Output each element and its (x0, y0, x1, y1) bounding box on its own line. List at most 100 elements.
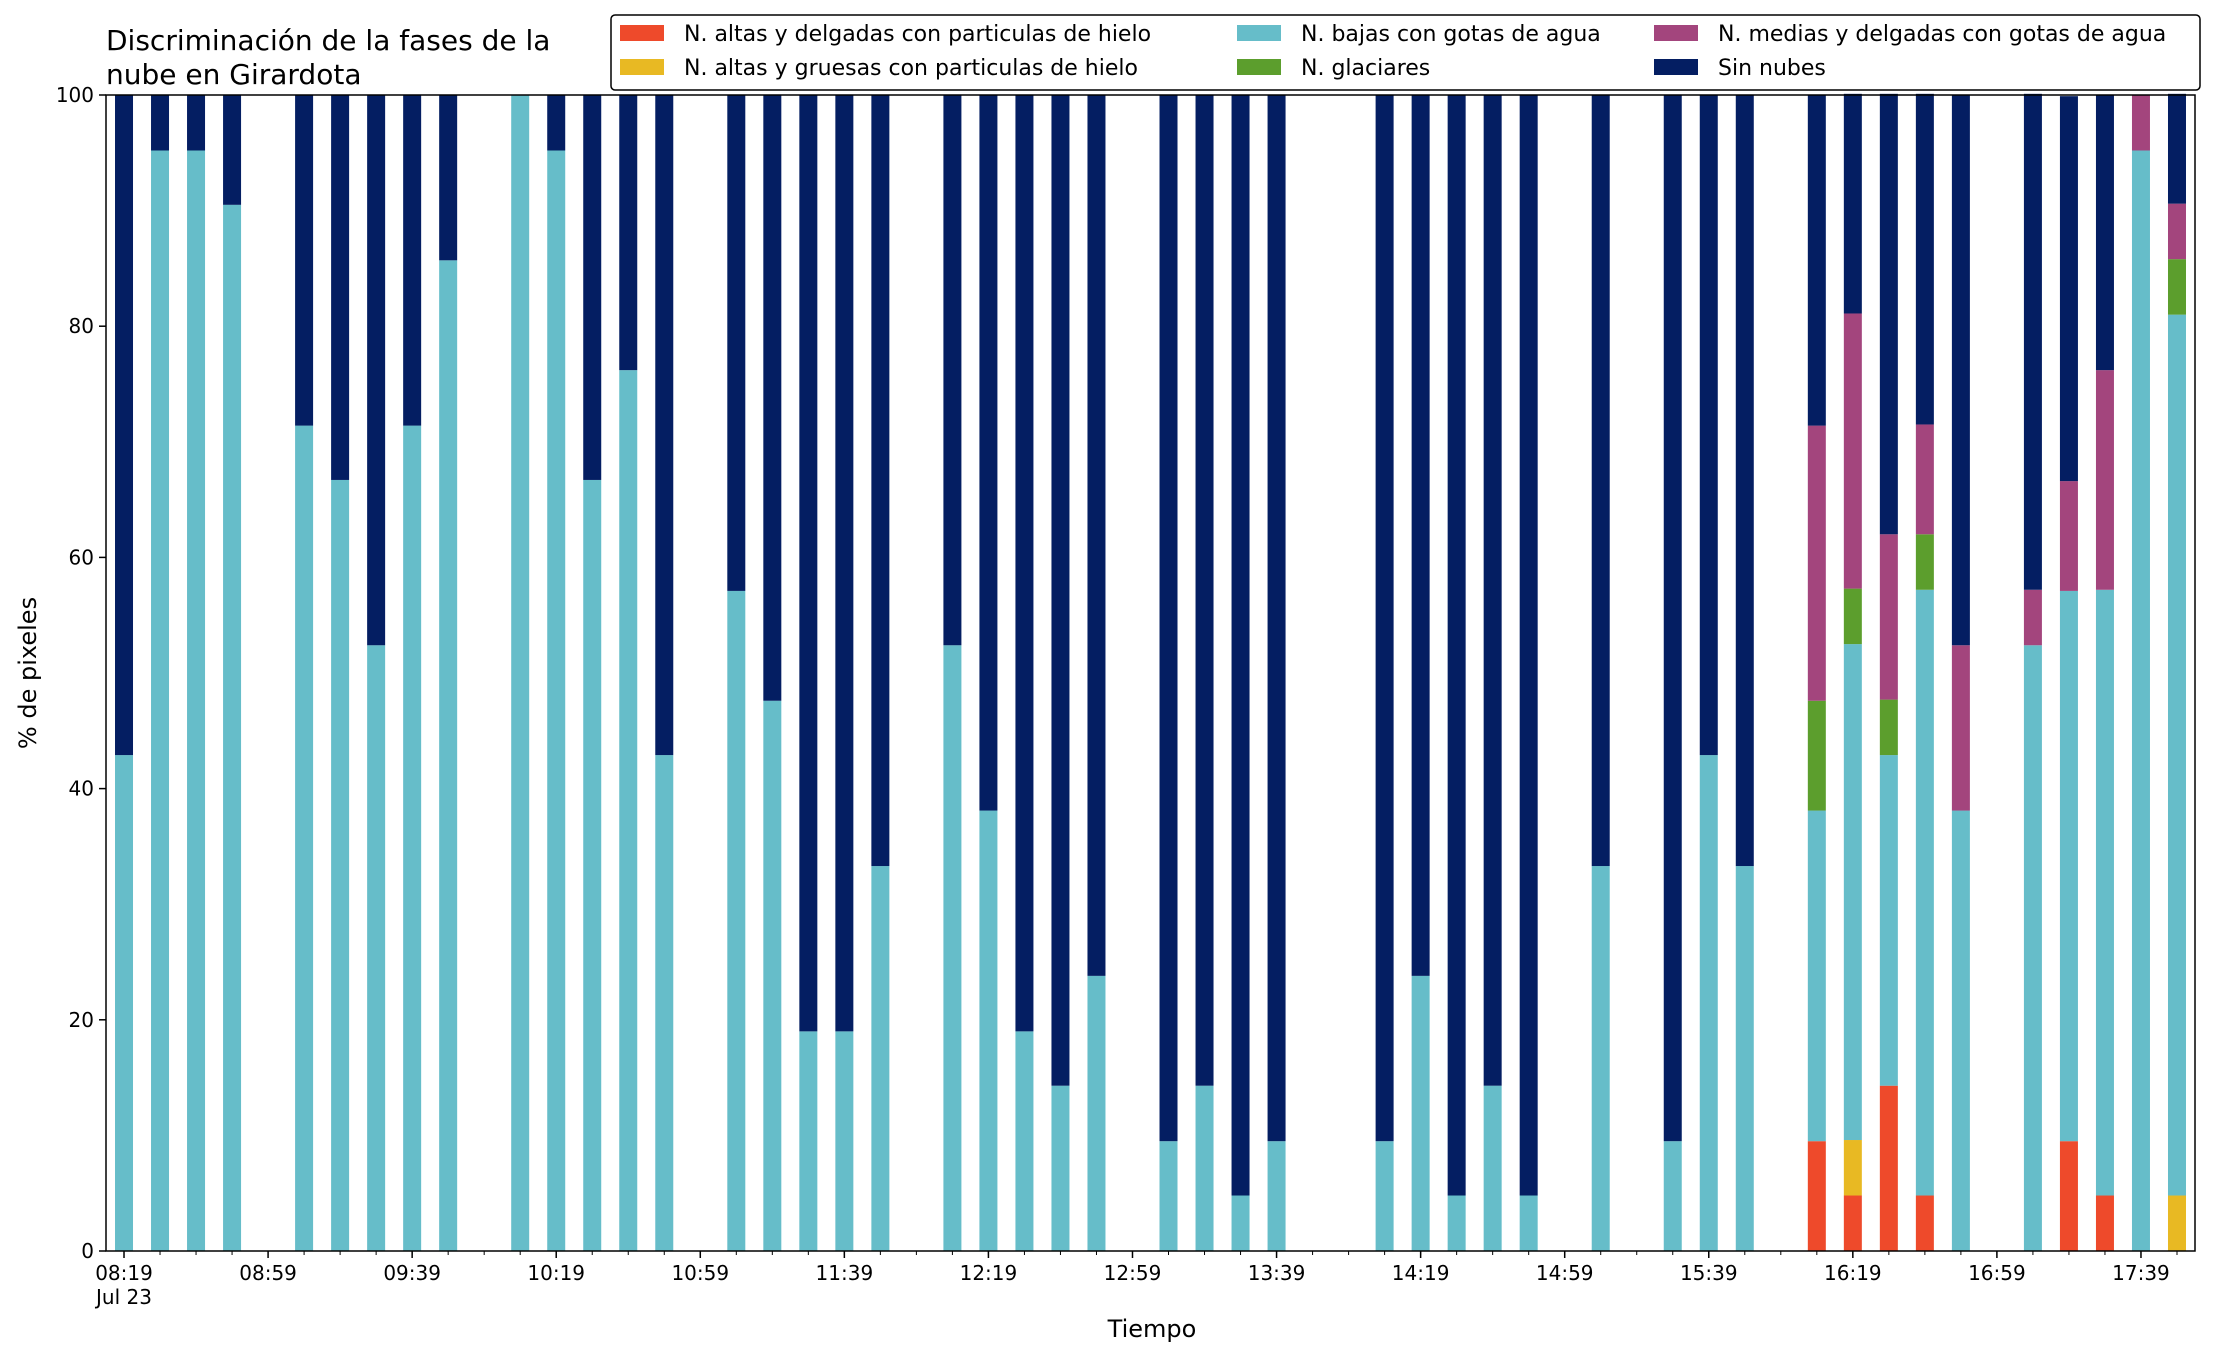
legend-label-n-bajas-con-gotas-de-agua: N. bajas con gotas de agua (1301, 22, 1601, 47)
bar-1019-sin-nubes (547, 95, 566, 151)
bar-1619-n-medias-y-delgadas-con-gotas-de-agua (1843, 313, 1862, 589)
bar-1249-n-bajas-con-gotas-de-agua (1087, 975, 1106, 1251)
bar-1209-n-bajas-con-gotas-de-agua (943, 645, 962, 1251)
bar-1709-n-bajas-con-gotas-de-agua (2023, 645, 2042, 1251)
bar-1209-sin-nubes (943, 95, 962, 646)
bar-1429-n-bajas-con-gotas-de-agua (1447, 1195, 1466, 1251)
bar-1719-n-medias-y-delgadas-con-gotas-de-agua (2059, 481, 2078, 591)
y-tick-label: 0 (81, 1239, 94, 1263)
bar-1009-n-bajas-con-gotas-de-agua (511, 95, 530, 1251)
bar-0939-n-bajas-con-gotas-de-agua (403, 425, 422, 1251)
bar-1749-n-altas-y-gruesas-con-particulas-de-hielo (2167, 1195, 2186, 1251)
bar-1749-n-medias-y-delgadas-con-gotas-de-agua (2167, 203, 2186, 260)
bar-1309-n-bajas-con-gotas-de-agua (1159, 1141, 1178, 1251)
bar-0849-n-bajas-con-gotas-de-agua (223, 204, 242, 1251)
x-tick-date-label: Jul 23 (94, 1285, 152, 1309)
x-axis-label: Tiempo (1107, 1315, 1197, 1343)
bar-1749-n-bajas-con-gotas-de-agua (2167, 314, 2186, 1196)
bar-0909-n-bajas-con-gotas-de-agua (295, 425, 314, 1251)
bar-1539-sin-nubes (1699, 95, 1718, 756)
bar-1639-n-glaciares (1915, 534, 1934, 590)
bars-group (115, 93, 2186, 1252)
bar-1329-n-bajas-con-gotas-de-agua (1231, 1195, 1250, 1251)
legend-frame (610, 14, 2201, 91)
bar-1609-sin-nubes (1807, 95, 1826, 426)
bar-1629-n-glaciares (1879, 699, 1898, 756)
x-tick-label: 11:39 (816, 1261, 874, 1285)
bar-1619-n-glaciares (1843, 588, 1862, 645)
legend-label-sin-nubes: Sin nubes (1718, 56, 1826, 81)
legend-swatch-n-glaciares (1237, 59, 1281, 75)
y-tick-label: 80 (69, 314, 94, 338)
x-tick-label: 15:39 (1680, 1261, 1738, 1285)
bar-1219-sin-nubes (979, 95, 998, 811)
y-tick-label: 60 (69, 545, 94, 569)
bar-1549-sin-nubes (1735, 95, 1754, 867)
bar-0839-sin-nubes (187, 95, 206, 151)
bar-0819-n-bajas-con-gotas-de-agua (115, 755, 134, 1251)
legend: N. altas y delgadas con particulas de hi… (610, 14, 2201, 91)
x-tick-label: 16:19 (1824, 1261, 1882, 1285)
legend-swatch-n-bajas-con-gotas-de-agua (1237, 25, 1281, 41)
bar-1649-n-medias-y-delgadas-con-gotas-de-agua (1951, 645, 1970, 811)
x-tick-label: 14:19 (1392, 1261, 1450, 1285)
bar-1419-n-bajas-con-gotas-de-agua (1411, 975, 1430, 1251)
bar-1729-n-medias-y-delgadas-con-gotas-de-agua (2095, 370, 2114, 590)
bar-1249-sin-nubes (1087, 95, 1106, 976)
bar-1719-sin-nubes (2059, 96, 2078, 482)
bar-1339-n-bajas-con-gotas-de-agua (1267, 1141, 1286, 1251)
bar-0919-n-bajas-con-gotas-de-agua (331, 479, 350, 1251)
bar-1609-n-bajas-con-gotas-de-agua (1807, 810, 1826, 1142)
bar-1229-n-bajas-con-gotas-de-agua (1015, 1031, 1034, 1251)
y-axis-label: % de pixeles (14, 597, 42, 749)
bar-1739-n-medias-y-delgadas-con-gotas-de-agua (2131, 95, 2150, 151)
bar-1449-n-bajas-con-gotas-de-agua (1519, 1195, 1538, 1251)
x-tick-label: 10:19 (527, 1261, 585, 1285)
bar-1409-n-bajas-con-gotas-de-agua (1375, 1141, 1394, 1251)
bar-0849-sin-nubes (223, 95, 242, 205)
bar-1439-sin-nubes (1483, 95, 1502, 1086)
bar-1719-n-altas-y-delgadas-con-particulas-de-hielo (2059, 1141, 2078, 1251)
bar-0929-sin-nubes (367, 95, 386, 646)
legend-swatch-sin-nubes (1654, 59, 1698, 75)
bar-1729-n-bajas-con-gotas-de-agua (2095, 589, 2114, 1196)
bar-1129-n-bajas-con-gotas-de-agua (799, 1031, 818, 1251)
bar-1029-n-bajas-con-gotas-de-agua (583, 479, 602, 1251)
bar-1629-n-altas-y-delgadas-con-particulas-de-hielo (1879, 1085, 1898, 1251)
bar-1339-sin-nubes (1267, 95, 1286, 1142)
bar-1219-n-bajas-con-gotas-de-agua (979, 810, 998, 1251)
x-tick-label: 09:39 (383, 1261, 441, 1285)
bar-1109-sin-nubes (727, 95, 746, 591)
bar-1439-n-bajas-con-gotas-de-agua (1483, 1085, 1502, 1251)
bar-0829-n-bajas-con-gotas-de-agua (151, 150, 170, 1252)
bar-1039-sin-nubes (619, 95, 638, 371)
y-tick-label: 40 (69, 777, 94, 801)
chart-title: Discriminación de la fases de la nube en… (106, 24, 550, 91)
y-axis: 0 20 40 60 80 100 (56, 83, 106, 1263)
bar-1509-sin-nubes (1591, 95, 1610, 867)
legend-label-n-glaciares: N. glaciares (1301, 56, 1430, 81)
bar-1309-sin-nubes (1159, 95, 1178, 1142)
bar-1629-n-bajas-con-gotas-de-agua (1879, 755, 1898, 1086)
bar-1729-sin-nubes (2095, 95, 2114, 371)
legend-label-n-altas-y-delgadas-con-particulas-de-hielo: N. altas y delgadas con particulas de hi… (684, 22, 1151, 47)
bar-1639-n-altas-y-delgadas-con-particulas-de-hielo (1915, 1195, 1934, 1251)
bar-1039-n-bajas-con-gotas-de-agua (619, 370, 638, 1251)
bar-1019-n-bajas-con-gotas-de-agua (547, 150, 566, 1252)
legend-label-n-altas-y-gruesas-con-particulas-de-hielo: N. altas y gruesas con particulas de hie… (684, 56, 1138, 81)
bar-0909-sin-nubes (295, 95, 314, 426)
bar-1029-sin-nubes (583, 95, 602, 480)
bar-1529-sin-nubes (1663, 95, 1682, 1142)
bar-1139-sin-nubes (835, 95, 854, 1032)
bar-1239-n-bajas-con-gotas-de-agua (1051, 1085, 1070, 1251)
bar-1539-n-bajas-con-gotas-de-agua (1699, 755, 1718, 1251)
x-tick-label: 14:59 (1536, 1261, 1594, 1285)
bar-1449-sin-nubes (1519, 95, 1538, 1196)
bar-1149-sin-nubes (871, 95, 890, 867)
bar-1609-n-glaciares (1807, 700, 1826, 811)
bar-1619-n-altas-y-gruesas-con-particulas-de-hielo (1843, 1140, 1862, 1196)
bar-1609-n-altas-y-delgadas-con-particulas-de-hielo (1807, 1141, 1826, 1251)
x-tick-label: 08:59 (239, 1261, 297, 1285)
chart-title-line-2: nube en Girardota (106, 58, 361, 91)
